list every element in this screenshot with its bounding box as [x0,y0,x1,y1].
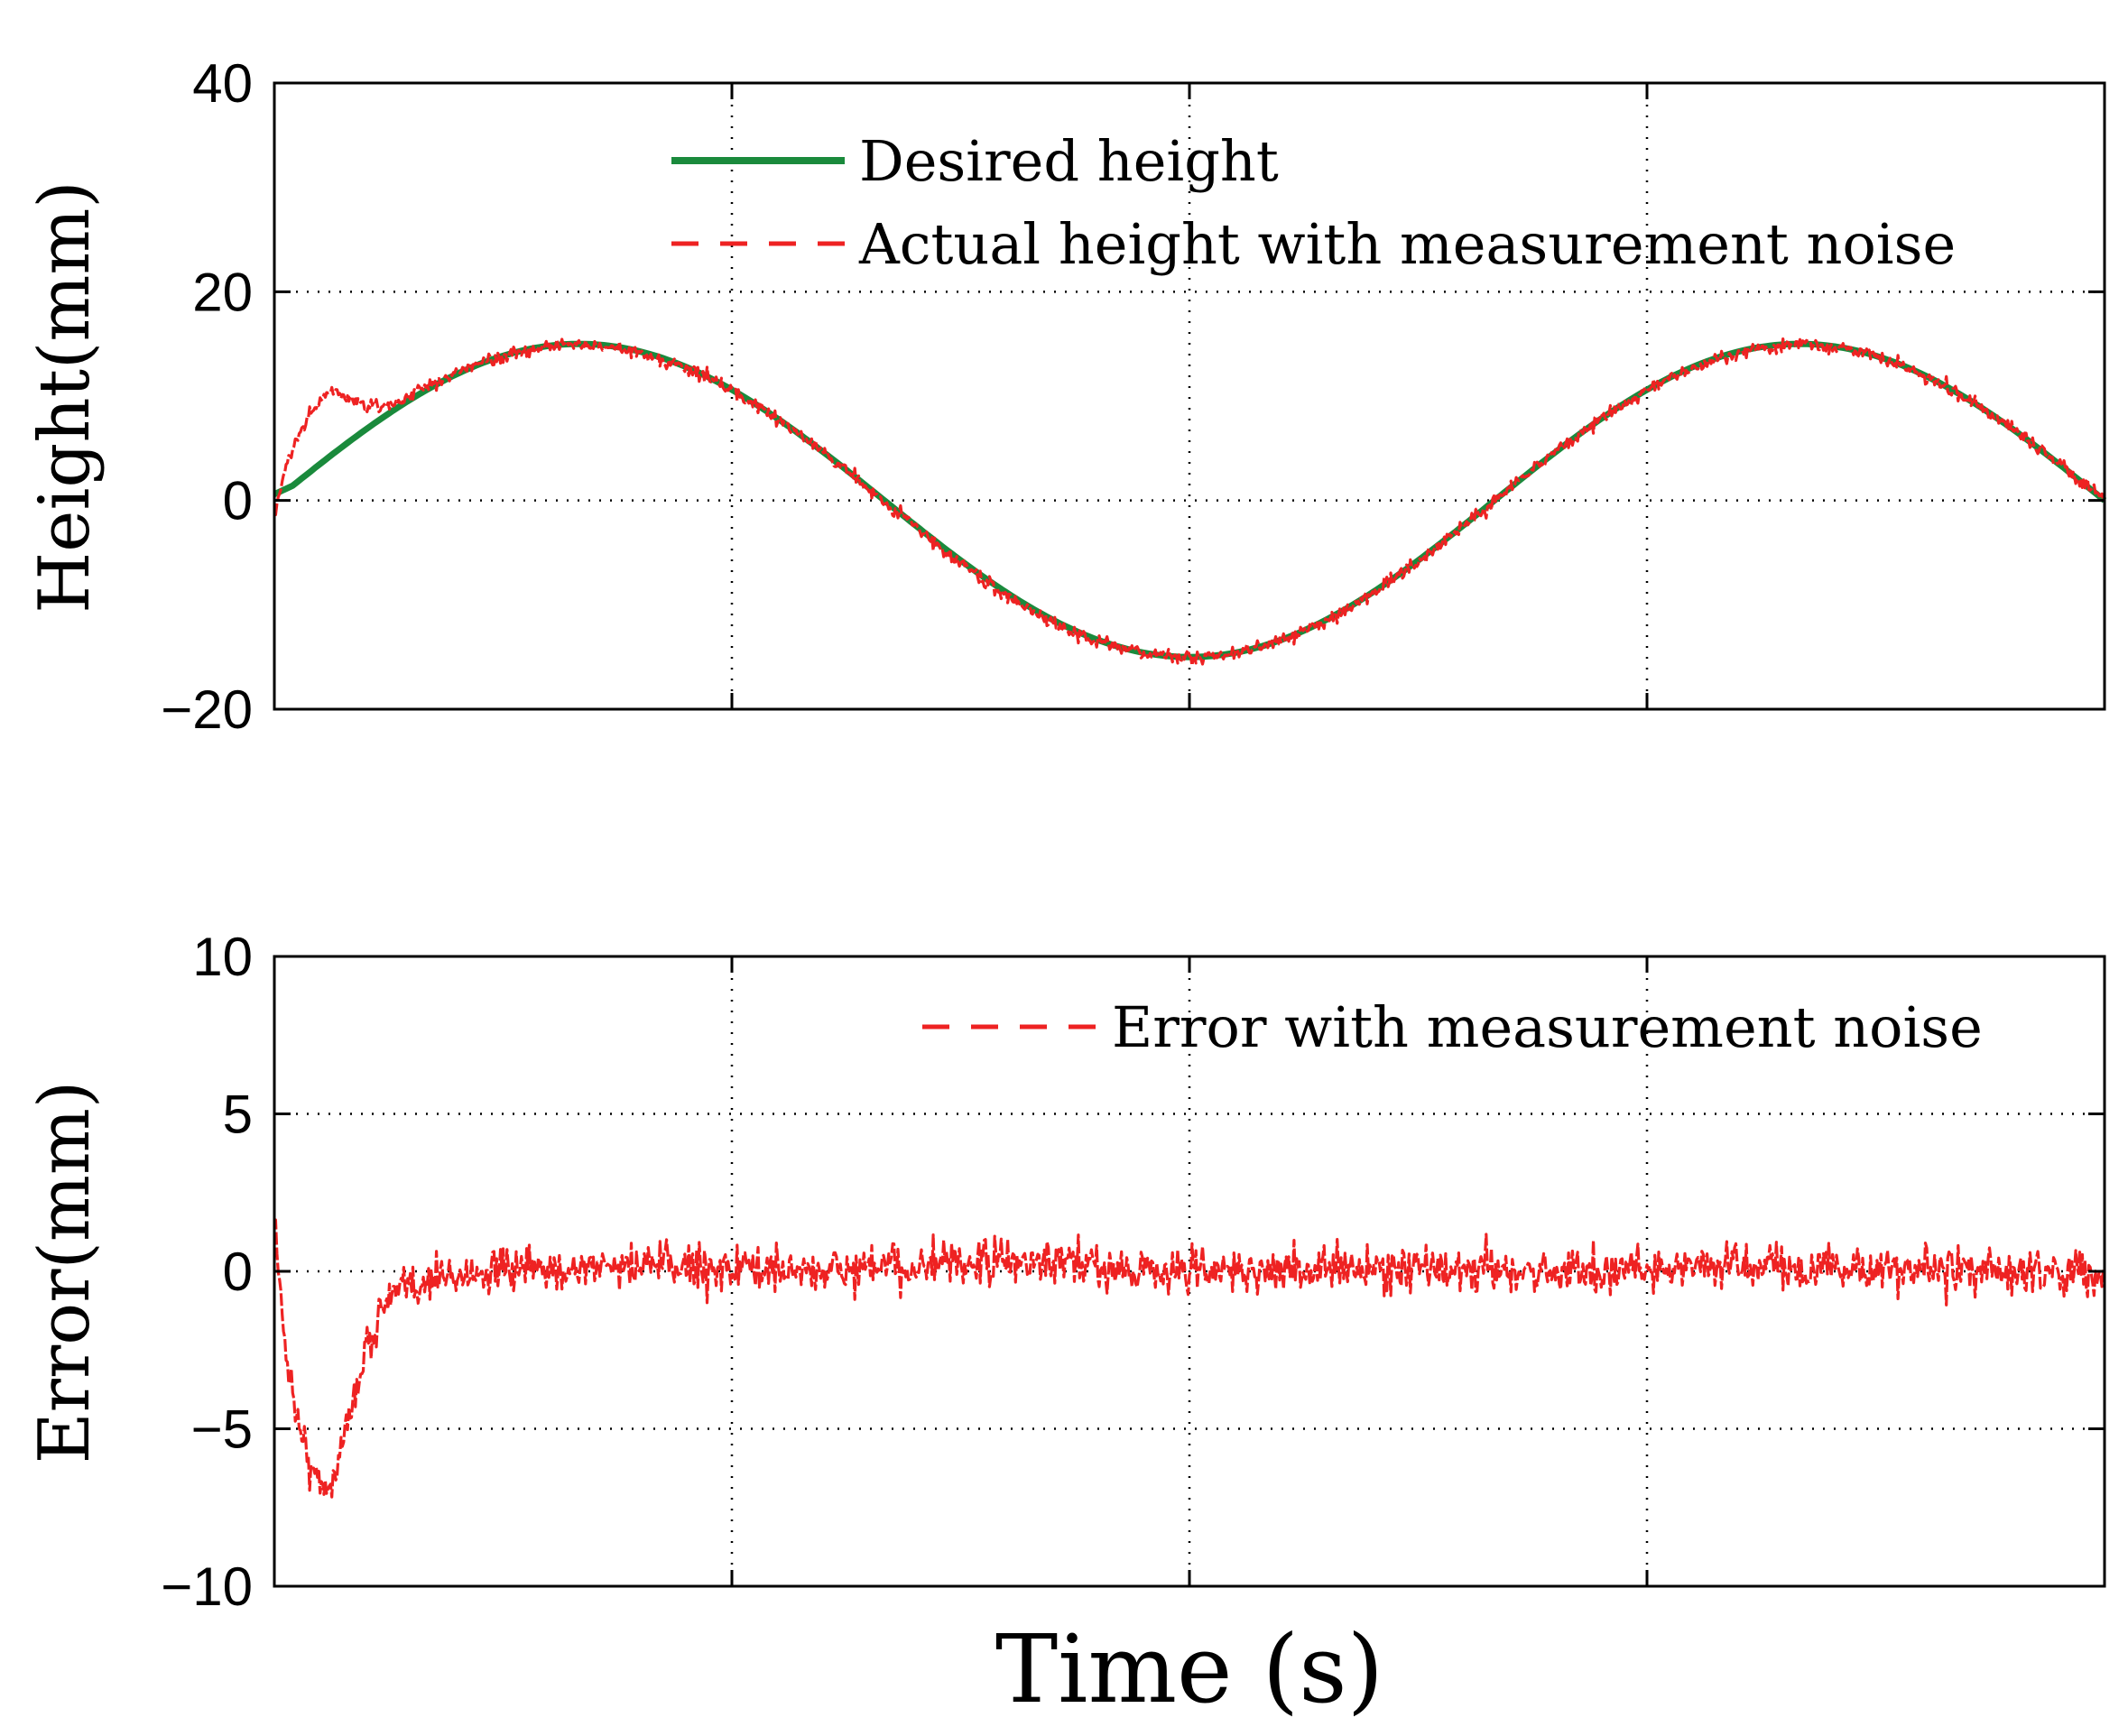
height-grid [274,83,2105,709]
desired-height-series [273,340,2107,660]
error-ytick-label-1: 5 [223,1085,253,1145]
error-ytick-label-3: −5 [191,1399,253,1460]
error-chart: 10 5 0 −5 −10 Error(mm) Error with measureme… [24,927,2106,1617]
height-ytick-label-2: 0 [223,471,253,531]
error-ytick-label-4: −10 [161,1556,253,1617]
legend-desired-height-label: Desired height [859,128,1279,194]
error-ytick-label-0: 10 [192,927,253,987]
legend-error-label: Error with measurement noise [1112,994,1983,1060]
height-legend: Desired height Actual height with measur… [671,128,1956,277]
x-axis-label: Time (s) [995,1614,1383,1724]
legend-actual-height-label: Actual height with measurement noise [858,211,1956,277]
error-y-axis-label: Error(mm) [24,1081,106,1464]
error-legend: Error with measurement noise [922,994,1983,1060]
height-ytick-label-3: −20 [161,679,253,740]
actual-height-line [273,337,2106,667]
height-tick-marks [274,81,2105,711]
height-chart: 40 20 0 −20 Height(mm) Desired height Actua… [24,53,2107,740]
error-series [273,1218,2106,1499]
error-ytick-label-2: 0 [223,1242,253,1302]
height-y-axis-label: Height(mm) [24,180,106,613]
height-ytick-label-0: 40 [192,53,253,114]
error-tick-marks [274,955,2105,1588]
actual-height-series [273,337,2106,667]
desired-height-line [273,340,2107,660]
height-ytick-label-1: 20 [192,262,253,322]
error-y-tick-labels: 10 5 0 −5 −10 [161,927,253,1617]
error-line [273,1218,2106,1499]
height-y-tick-labels: 40 20 0 −20 [161,53,253,740]
